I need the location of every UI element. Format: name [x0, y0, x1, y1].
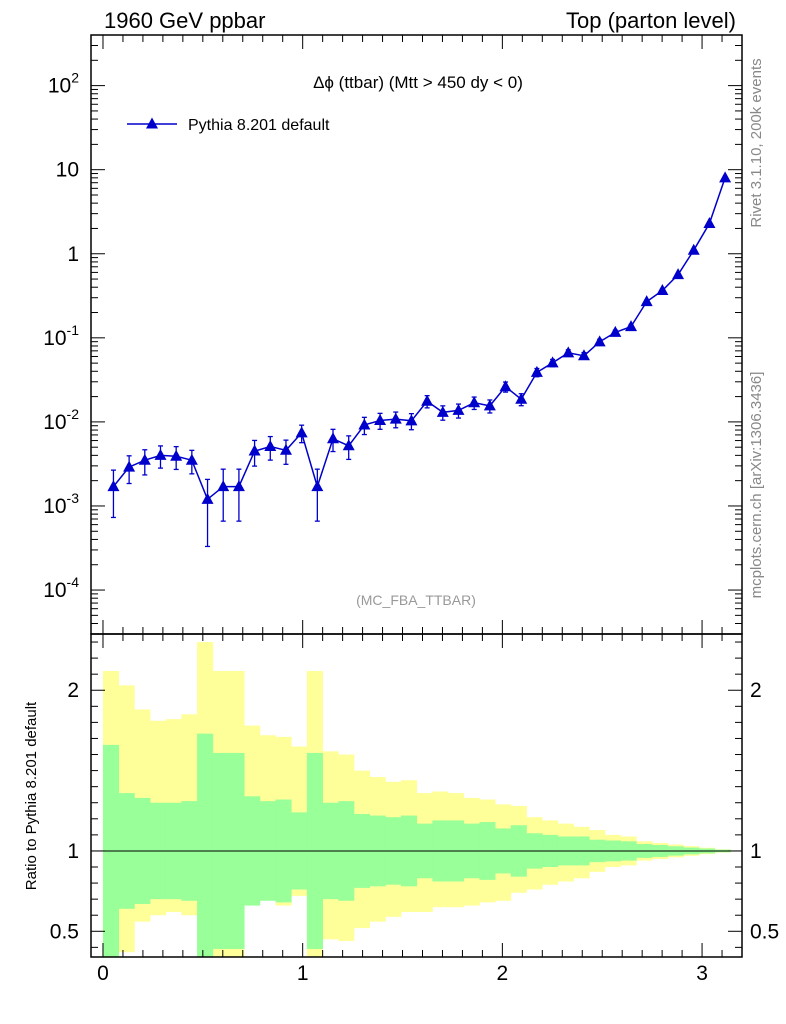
- ratio-bands-layer: [102, 642, 731, 957]
- data-point: [562, 346, 575, 358]
- data-point: [154, 448, 167, 460]
- x-tick-label: 1: [297, 962, 309, 985]
- main-plot-title: Δϕ (ttbar) (Mtt > 450 dy < 0): [313, 73, 523, 92]
- data-point: [389, 412, 402, 424]
- analysis-watermark: (MC_FBA_TTBAR): [356, 592, 476, 608]
- ratio-plot-panel: 0.5 0.5 1 1 2 2 0 1 2 3 Ratio to Pythia 8.201 def…: [23, 633, 779, 985]
- header-right: Top (parton level): [566, 8, 736, 33]
- main-axis-ticks: [91, 34, 743, 635]
- rivet-version-label: Rivet 3.1.10, 200k events: [748, 58, 765, 227]
- data-point: [311, 480, 324, 492]
- data-point: [138, 453, 151, 465]
- data-point: [405, 414, 418, 426]
- band-bin: [197, 733, 214, 957]
- legend-marker: [146, 117, 158, 129]
- x-tick-label: 2: [497, 962, 509, 985]
- header-left: 1960 GeV ppbar: [104, 8, 265, 33]
- y-tick-label: 10-4: [43, 574, 79, 602]
- data-point: [170, 449, 183, 461]
- data-point: [421, 394, 434, 406]
- data-point: [530, 365, 543, 377]
- data-point: [703, 217, 716, 229]
- data-point: [107, 480, 120, 492]
- data-point: [342, 439, 355, 451]
- ratio-y-tick-label: 2: [67, 679, 79, 702]
- ratio-y-tick-label: 0.5: [50, 920, 79, 943]
- data-point: [672, 268, 685, 280]
- mcplots-label: mcplots.cern.ch [arXiv:1306.3436]: [748, 372, 765, 599]
- data-point: [593, 335, 606, 347]
- data-point: [499, 380, 512, 392]
- data-point: [625, 320, 638, 332]
- ratio-y-tick-label-right: 2: [750, 679, 762, 702]
- ratio-y-tick-label: 1: [67, 840, 79, 863]
- y-tick-label: 10-3: [43, 490, 79, 518]
- y-tick-label: 1: [67, 243, 79, 266]
- main-series-layer: [107, 171, 732, 548]
- data-point: [640, 295, 653, 307]
- data-point: [232, 480, 245, 492]
- data-point: [358, 418, 371, 430]
- y-tick-label: 10-1: [43, 322, 79, 350]
- data-point: [327, 432, 340, 444]
- main-y-tick-labels: 10-4 10-3 10-2 10-1 1 10 102: [43, 70, 79, 602]
- data-point: [609, 325, 622, 337]
- legend-label: Pythia 8.201 default: [188, 117, 330, 134]
- series-line: [112, 177, 726, 501]
- data-point: [515, 392, 528, 404]
- data-point: [279, 443, 292, 455]
- y-tick-label: 10-2: [43, 406, 79, 434]
- data-point: [123, 460, 136, 472]
- data-point: [719, 171, 732, 183]
- ratio-tick-labels: 0.5 0.5 1 1 2 2 0 1 2 3: [50, 679, 779, 985]
- data-point: [468, 396, 481, 408]
- x-tick-label: 3: [696, 962, 708, 985]
- ratio-y-tick-label-right: 1: [750, 840, 762, 863]
- ratio-axis-ticks: [91, 634, 743, 957]
- data-point: [217, 480, 230, 492]
- ratio-plot-frame: [90, 633, 743, 958]
- data-point: [436, 405, 449, 417]
- main-plot-panel: 10-4 10-3 10-2 10-1 1 10 102 Δϕ (ttbar) (Mtt >…: [43, 34, 743, 635]
- data-point: [201, 492, 214, 504]
- legend: Pythia 8.201 default: [127, 117, 330, 134]
- y-tick-label: 10: [56, 159, 79, 182]
- data-point: [577, 349, 590, 361]
- x-tick-label: 0: [97, 962, 109, 985]
- y-tick-label: 102: [48, 70, 79, 98]
- ratio-y-tick-label-right: 0.5: [750, 920, 779, 943]
- ratio-y-axis-label: Ratio to Pythia 8.201 default: [23, 701, 40, 890]
- data-point: [264, 439, 277, 451]
- data-point: [483, 399, 496, 411]
- data-point: [656, 283, 669, 295]
- data-point: [374, 413, 387, 425]
- data-point: [452, 403, 465, 415]
- data-point: [185, 453, 198, 465]
- data-point: [248, 444, 261, 456]
- data-point: [687, 243, 700, 255]
- data-point: [295, 426, 308, 438]
- data-point: [546, 356, 559, 368]
